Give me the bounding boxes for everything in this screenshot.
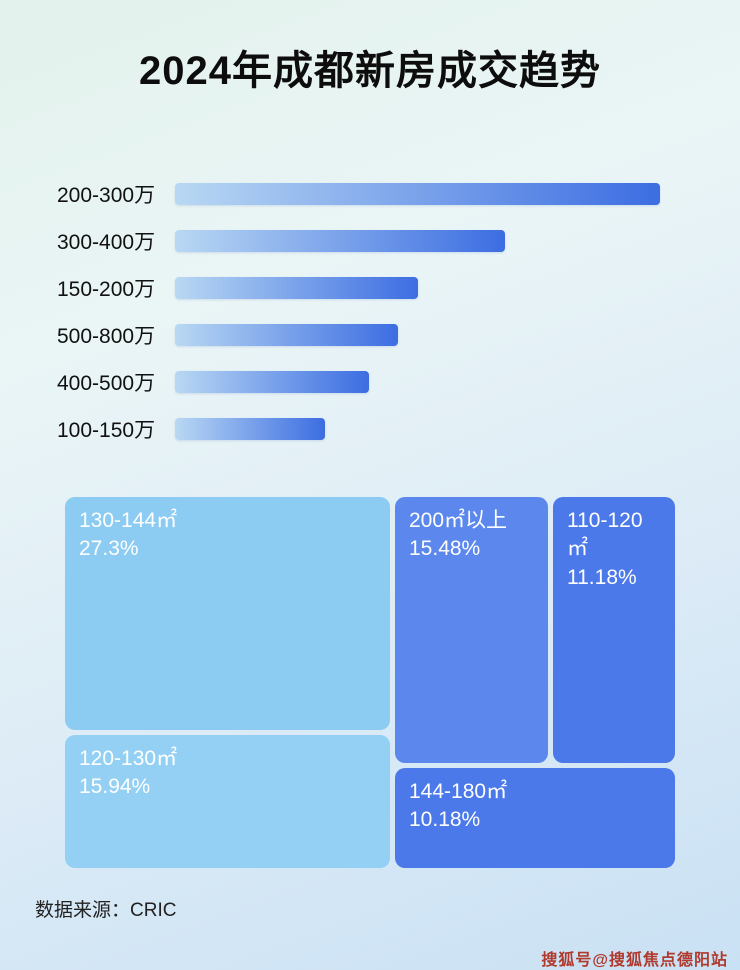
treemap-label: 120-130㎡: [79, 747, 178, 770]
treemap-label: 110-120㎡: [567, 509, 643, 561]
bar-category-label: 100-150万: [57, 419, 156, 442]
treemap-label: 144-180㎡: [409, 780, 508, 803]
treemap-value: 15.94%: [79, 775, 151, 799]
treemap-block: 130-144㎡ 27.3%: [65, 497, 390, 730]
bar: [175, 277, 418, 299]
watermark-label: 搜狐号@搜狐焦点德阳站: [541, 952, 728, 969]
page-title: 2024年成都新房成交趋势: [139, 49, 601, 93]
treemap-value: 10.18%: [409, 808, 481, 832]
bar: [175, 230, 505, 252]
bar-category-label: 200-300万: [57, 184, 156, 207]
bar: [175, 324, 398, 346]
bar-chart: 200-300万 300-400万 150-200万 500-800万 400-500万…: [57, 181, 660, 463]
bar-category-label: 300-400万: [57, 231, 156, 254]
treemap-value: 27.3%: [79, 537, 139, 561]
bar-row: 400-500万: [57, 369, 660, 395]
bar: [175, 418, 325, 440]
bar-row: 500-800万: [57, 322, 660, 348]
treemap-value: 11.18%: [567, 565, 637, 589]
bar-row: 100-150万: [57, 416, 660, 442]
data-source-label: 数据来源：CRIC: [35, 900, 177, 921]
treemap-block: 144-180㎡ 10.18%: [395, 768, 675, 868]
bar-row: 200-300万: [57, 181, 660, 207]
bar-category-label: 150-200万: [57, 278, 156, 301]
bar-row: 150-200万: [57, 275, 660, 301]
treemap-block: 110-120㎡ 11.18%: [553, 497, 675, 763]
treemap-label: 130-144㎡: [79, 509, 178, 532]
treemap-value: 15.48%: [409, 537, 481, 561]
bar-category-label: 500-800万: [57, 325, 156, 348]
treemap: 130-144㎡ 27.3% 120-130㎡ 15.94% 200㎡以上 15.48% 1…: [65, 497, 675, 868]
treemap-label: 200㎡以上: [409, 509, 508, 532]
treemap-block: 120-130㎡ 15.94%: [65, 735, 390, 868]
bar-row: 300-400万: [57, 228, 660, 254]
bar-category-label: 400-500万: [57, 372, 156, 395]
bar: [175, 183, 660, 205]
treemap-block: 200㎡以上 15.48%: [395, 497, 548, 763]
bar: [175, 371, 369, 393]
